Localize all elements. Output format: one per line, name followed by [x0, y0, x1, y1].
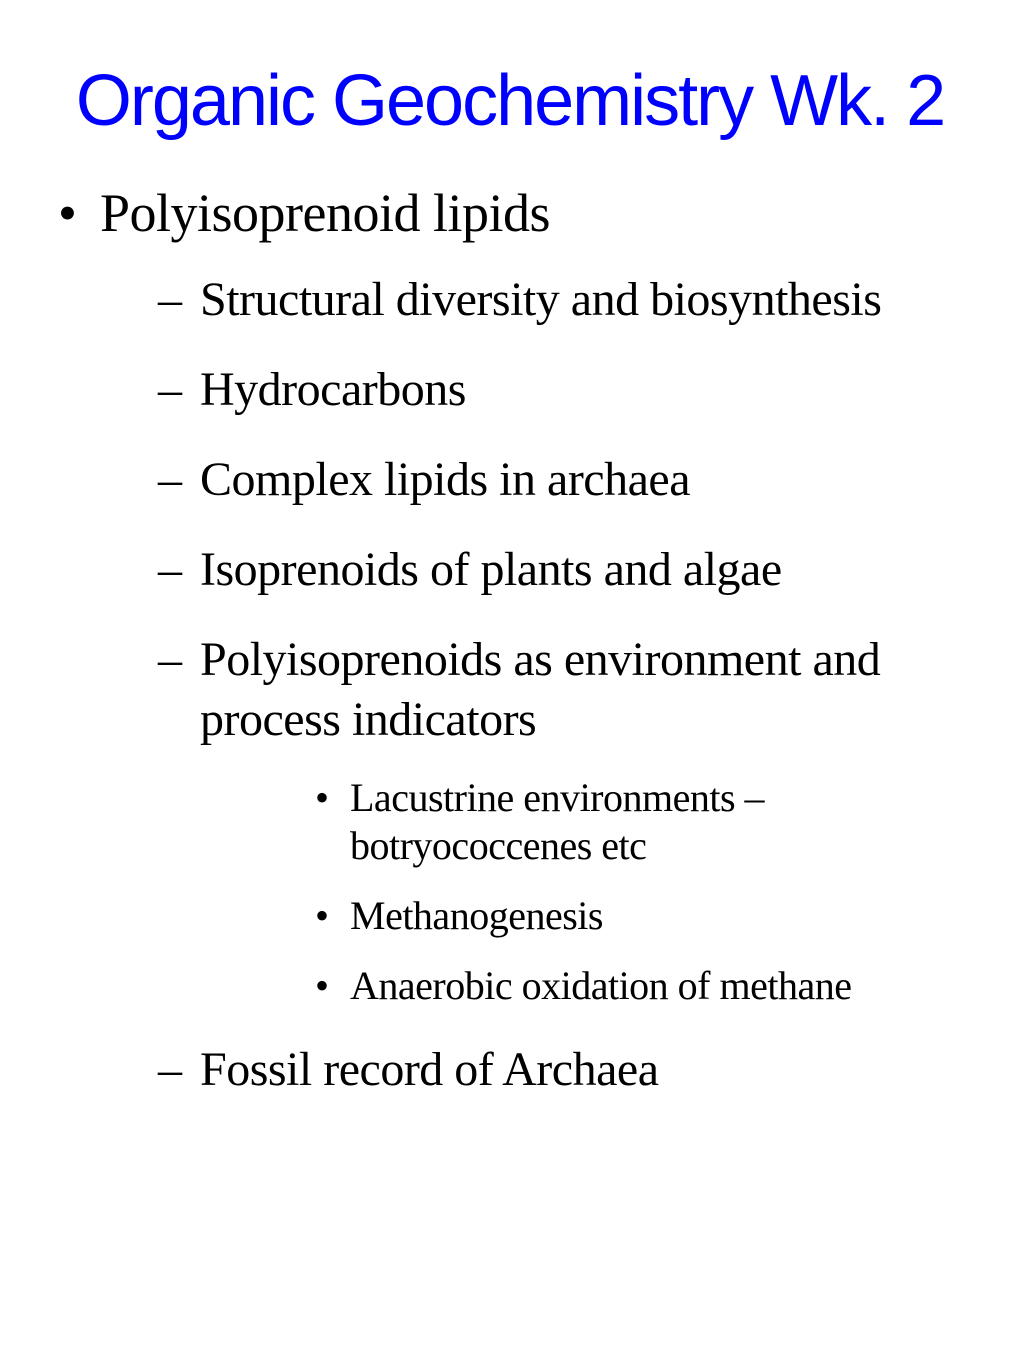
- bullet-list-level-1: Polyisoprenoid lipids Structural diversi…: [40, 182, 980, 1100]
- list-item: Hydrocarbons: [100, 360, 980, 420]
- list-item: Polyisoprenoids as environment and proce…: [100, 630, 980, 1010]
- list-item-label: Methanogenesis: [350, 893, 603, 938]
- list-item: Lacustrine environments – botryococcenes…: [200, 774, 980, 870]
- list-item: Methanogenesis: [200, 892, 980, 940]
- list-item-label: Fossil record of Archaea: [200, 1043, 659, 1096]
- list-item-label: Polyisoprenoids as environment and proce…: [200, 633, 880, 746]
- list-item-label: Lacustrine environments – botryococcenes…: [350, 775, 764, 868]
- list-item-label: Polyisoprenoid lipids: [100, 183, 550, 243]
- list-item: Fossil record of Archaea: [100, 1040, 980, 1100]
- list-item: Isoprenoids of plants and algae: [100, 540, 980, 600]
- list-item-label: Structural diversity and biosynthesis: [200, 273, 881, 326]
- bullet-list-level-2: Structural diversity and biosynthesis Hy…: [100, 270, 980, 1100]
- bullet-list-level-3: Lacustrine environments – botryococcenes…: [200, 774, 980, 1010]
- list-item: Structural diversity and biosynthesis: [100, 270, 980, 330]
- slide: Organic Geochemistry Wk. 2 Polyisoprenoi…: [0, 0, 1020, 1361]
- slide-title: Organic Geochemistry Wk. 2: [40, 60, 980, 142]
- list-item-label: Complex lipids in archaea: [200, 453, 690, 506]
- list-item: Polyisoprenoid lipids Structural diversi…: [40, 182, 980, 1100]
- list-item-label: Anaerobic oxidation of methane: [350, 963, 851, 1008]
- list-item: Anaerobic oxidation of methane: [200, 962, 980, 1010]
- list-item-label: Hydrocarbons: [200, 363, 466, 416]
- list-item: Complex lipids in archaea: [100, 450, 980, 510]
- list-item-label: Isoprenoids of plants and algae: [200, 543, 782, 596]
